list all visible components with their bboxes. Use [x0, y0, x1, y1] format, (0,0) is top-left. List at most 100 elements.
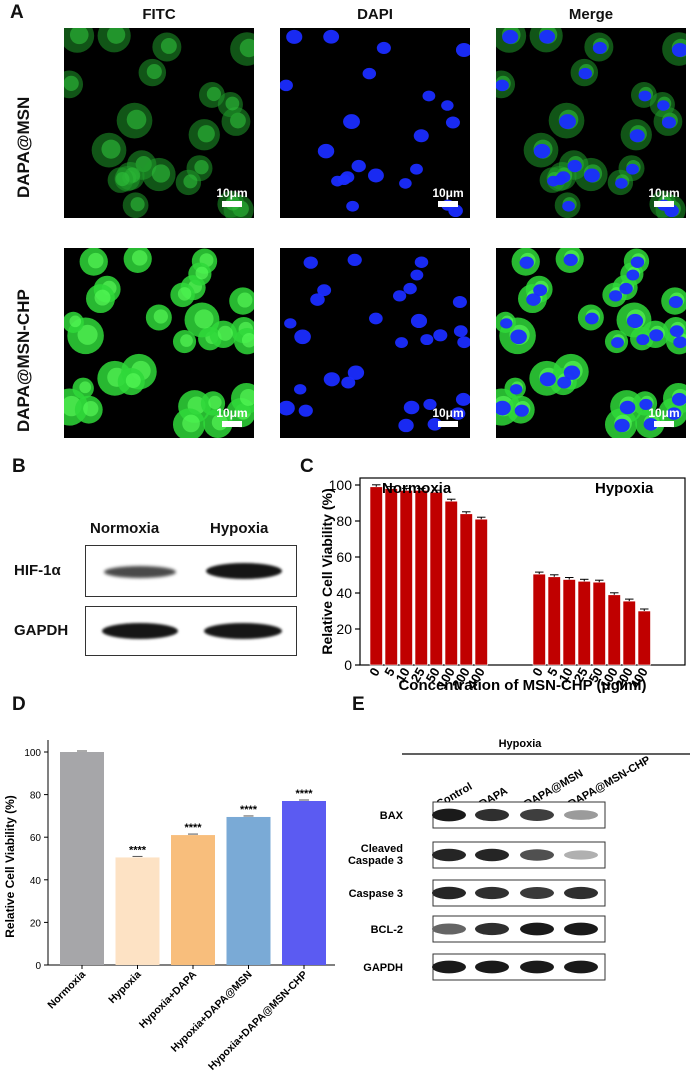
band [564, 922, 598, 936]
x-tick-label: 10 [556, 665, 576, 685]
fitc-image-dapa-msn [64, 28, 254, 218]
band [564, 850, 598, 860]
dapi-image-dapa-msn [280, 28, 470, 218]
y-tick-label: 100 [329, 477, 353, 493]
band [520, 887, 554, 899]
protein-label: Caspade 3 [348, 855, 403, 867]
band-hypoxia [204, 623, 282, 639]
panel-a-label: A [10, 2, 24, 23]
bar [369, 486, 383, 666]
plot-frame [359, 477, 686, 666]
x-tick-label: 50 [586, 665, 606, 685]
western-blot-hif1a [85, 545, 297, 597]
bar [562, 579, 576, 666]
protein-label: BCL-2 [371, 924, 403, 936]
protein-label-gapdh: GAPDH [14, 622, 69, 639]
band-normoxia [104, 566, 176, 578]
band [520, 960, 554, 974]
protein-label: Caspase 3 [349, 888, 403, 900]
significance-marker: **** [295, 788, 313, 800]
scale-bar: 10μm [210, 406, 254, 427]
band [564, 886, 598, 900]
band [564, 810, 598, 820]
panel-b-label: B [12, 456, 26, 477]
bar [577, 581, 591, 666]
chart-d-svg: 0 20 40 60 80 100 Relative Cell Viability (%) N… [3, 740, 335, 1073]
bar [592, 581, 606, 666]
x-tick-label: Hypoxia+DAPA [137, 968, 199, 1030]
band [432, 960, 466, 974]
bar [444, 500, 458, 666]
x-axis-label: Concentration of MSN-CHP (μg/ml) [398, 677, 646, 694]
x-tick-label: 25 [571, 665, 591, 685]
panel-c-label: C [300, 456, 314, 477]
bar [547, 576, 561, 666]
band-hypoxia [206, 563, 282, 579]
x-tick-label: 50 [423, 665, 443, 685]
bar [171, 835, 215, 965]
band [564, 960, 598, 974]
protein-label: BAX [380, 810, 404, 822]
merge-image-dapa-msn-chp [496, 248, 686, 438]
fitc-image-dapa-msn-chp [64, 248, 254, 438]
band [520, 809, 554, 821]
y-tick-label: 80 [336, 513, 352, 529]
bar [384, 488, 398, 666]
column-title-dapi: DAPI [357, 6, 393, 23]
panel-e: Hypoxia Control DAPA DAPA@MSN DAPA@MSN-CHP BA… [345, 700, 699, 1086]
western-blot-gapdh [85, 606, 297, 656]
scale-bar: 10μm [210, 186, 254, 207]
y-axis-label: Relative Cell Viability (%) [3, 795, 17, 938]
x-tick-label: Hypoxia [106, 969, 143, 1006]
bar [399, 490, 413, 666]
y-tick-label: 60 [30, 833, 42, 844]
band [475, 848, 509, 862]
y-axis-label: Relative Cell Viability (%) [319, 488, 335, 654]
column-title-fitc: FITC [142, 6, 176, 23]
bar [532, 573, 546, 666]
band [432, 886, 466, 900]
y-tick-label: 40 [336, 585, 352, 601]
row-label-dapa-msn-chp: DAPA@MSN-CHP [14, 289, 33, 432]
chart-d: 0 20 40 60 80 100 Relative Cell Viability (%) N… [0, 695, 345, 1086]
significance-marker: **** [129, 844, 147, 856]
group-label: Hypoxia [595, 480, 654, 497]
band [432, 808, 466, 822]
y-tick-label: 20 [336, 621, 352, 637]
bar [622, 600, 636, 666]
band [475, 960, 509, 974]
band-normoxia [102, 623, 178, 639]
y-tick-label: 0 [344, 657, 352, 673]
bar [429, 491, 443, 666]
row-label-dapa-msn: DAPA@MSN [14, 96, 33, 198]
panel-e-label: E [352, 694, 365, 715]
x-tick-label: Normoxia [45, 969, 88, 1012]
dapi-image-dapa-msn-chp [280, 248, 470, 438]
chart-c: 0 20 40 60 80 100 Relative Cell Viability (%) 0… [300, 450, 699, 695]
bar [414, 490, 428, 666]
protein-label: GAPDH [363, 962, 403, 974]
bar [282, 800, 326, 965]
bar [637, 610, 651, 666]
group-label: Normoxia [382, 480, 452, 497]
merge-image-dapa-msn [496, 28, 686, 218]
band [520, 922, 554, 936]
y-tick-label: 40 [30, 876, 42, 887]
x-tick-label: 25 [408, 665, 428, 685]
band [475, 922, 509, 936]
scale-bar: 10μm [642, 406, 686, 427]
band [475, 808, 509, 822]
x-tick-label: 10 [393, 665, 413, 685]
y-tick-label: 60 [336, 549, 352, 565]
y-tick-label: 80 [30, 791, 42, 802]
y-tick-label: 0 [35, 961, 41, 972]
band [520, 849, 554, 861]
band [475, 886, 509, 900]
scale-bar: 10μm [642, 186, 686, 207]
significance-marker: **** [184, 822, 202, 834]
bar [459, 513, 473, 666]
bar [226, 816, 271, 965]
significance-marker: **** [240, 804, 258, 816]
